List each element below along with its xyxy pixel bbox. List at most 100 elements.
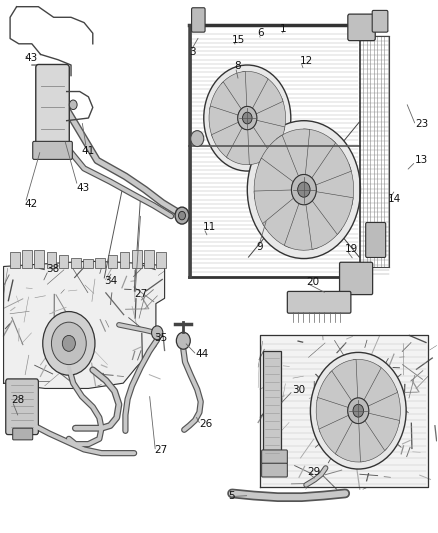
Text: 26: 26 [199,419,213,429]
Polygon shape [243,71,268,108]
Circle shape [179,212,185,220]
Circle shape [51,322,86,365]
Bar [71,257,81,268]
Bar [47,252,56,268]
Bar [132,251,141,268]
Polygon shape [252,77,283,114]
FancyBboxPatch shape [6,379,39,434]
Bar [22,251,32,268]
Polygon shape [315,164,353,205]
Polygon shape [209,106,239,138]
Circle shape [298,182,310,197]
FancyBboxPatch shape [261,450,287,464]
Text: 11: 11 [202,222,215,232]
FancyBboxPatch shape [287,292,351,313]
Circle shape [62,335,75,351]
Bar [156,252,166,268]
Text: 19: 19 [345,244,358,254]
Text: 1: 1 [280,24,286,34]
Polygon shape [254,190,294,230]
FancyBboxPatch shape [372,11,388,32]
Text: 8: 8 [234,61,241,71]
Text: 42: 42 [24,199,37,209]
Polygon shape [359,420,387,462]
FancyBboxPatch shape [366,222,386,257]
Polygon shape [226,128,252,165]
Circle shape [311,352,406,469]
Polygon shape [284,204,318,251]
Polygon shape [316,398,349,432]
Text: 27: 27 [155,446,168,456]
Text: 12: 12 [300,56,313,66]
FancyBboxPatch shape [33,141,72,159]
Polygon shape [312,192,353,235]
Polygon shape [311,139,351,185]
Polygon shape [221,71,247,109]
Bar [144,251,154,268]
Text: 15: 15 [232,35,245,45]
Text: 44: 44 [196,349,209,359]
Bar [83,259,93,268]
Polygon shape [319,415,353,456]
Circle shape [353,405,364,417]
Text: 27: 27 [134,289,147,299]
Text: 30: 30 [292,384,305,394]
Polygon shape [254,158,293,199]
Text: 43: 43 [24,53,37,63]
Bar [10,252,20,268]
Text: 43: 43 [76,183,89,193]
Text: 20: 20 [306,277,319,287]
FancyBboxPatch shape [348,14,375,41]
Polygon shape [256,98,286,130]
Text: 38: 38 [46,264,59,274]
Circle shape [191,131,204,147]
Bar [59,255,68,268]
Polygon shape [368,389,400,424]
FancyBboxPatch shape [36,64,69,148]
Circle shape [243,112,252,124]
Polygon shape [260,335,428,487]
FancyBboxPatch shape [339,262,373,295]
Polygon shape [336,422,364,462]
Circle shape [175,207,189,224]
Circle shape [204,65,291,171]
Circle shape [43,312,95,375]
Polygon shape [364,366,398,406]
Text: 6: 6 [257,28,264,38]
Text: 3: 3 [189,47,196,56]
Circle shape [348,398,369,424]
Bar [35,251,44,268]
Text: 23: 23 [415,119,428,130]
Polygon shape [353,359,381,400]
Text: 41: 41 [82,146,95,156]
Polygon shape [248,126,273,165]
FancyBboxPatch shape [261,463,287,477]
Bar [120,252,129,268]
Text: 9: 9 [257,242,264,252]
Polygon shape [329,359,358,401]
FancyBboxPatch shape [13,428,33,440]
Text: 13: 13 [415,156,428,165]
Text: 28: 28 [11,395,24,405]
Polygon shape [212,122,243,159]
Text: 35: 35 [155,333,168,343]
Polygon shape [258,135,298,183]
Circle shape [177,332,190,349]
Circle shape [152,326,163,340]
Circle shape [238,107,257,130]
Polygon shape [4,261,165,389]
Text: 29: 29 [307,467,320,477]
Polygon shape [317,371,352,408]
Circle shape [69,100,77,110]
Text: 5: 5 [229,490,235,500]
Circle shape [247,120,360,259]
Polygon shape [306,199,342,249]
FancyBboxPatch shape [191,8,205,32]
Polygon shape [304,129,336,178]
Text: 34: 34 [104,276,117,286]
Polygon shape [277,129,310,177]
Bar [108,255,117,268]
Circle shape [291,174,316,205]
Bar [95,257,105,268]
Polygon shape [253,120,285,154]
